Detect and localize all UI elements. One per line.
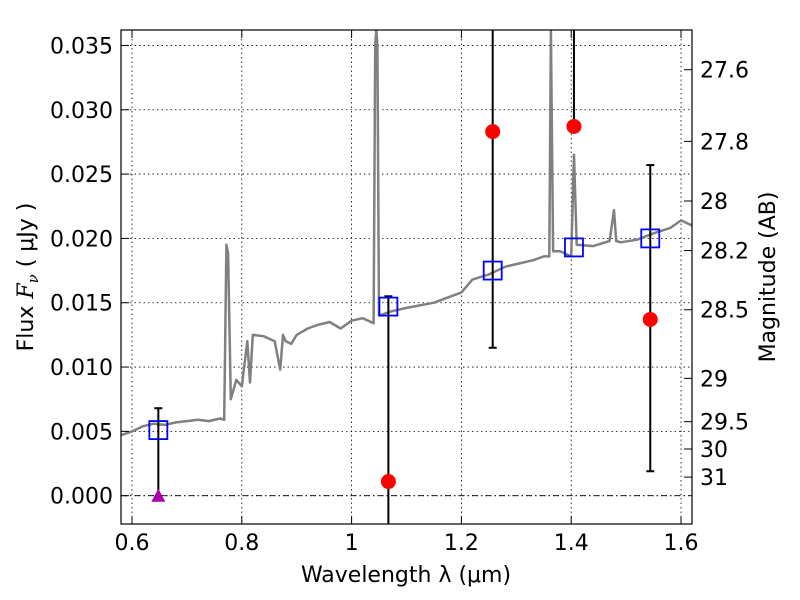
x-tick-label: 1.6 <box>664 531 699 556</box>
y-axis-title: Flux Fν ( μJy ) <box>14 203 42 352</box>
upper-limit-marker <box>151 488 166 502</box>
y-axis-title-prefix: Flux <box>14 299 39 352</box>
magnitude-tick-label: 29.5 <box>700 411 749 436</box>
y-tick-label: 0.000 <box>50 485 113 510</box>
magnitude-tick-label: 29 <box>700 367 728 392</box>
model-spectrum-line <box>121 30 692 437</box>
x-axis-title: Wavelength λ (μm) <box>301 563 511 588</box>
y-tick-label: 0.010 <box>50 356 113 381</box>
magnitude-tick-label: 28.5 <box>700 299 749 324</box>
model-photometry-marker <box>482 260 503 281</box>
observed-flux-point <box>380 474 396 490</box>
x-tick-label: 1.4 <box>554 531 589 556</box>
x-tick-label: 0.8 <box>224 531 259 556</box>
y-tick-label: 0.015 <box>50 292 113 317</box>
magnitude-tick-label: 28.2 <box>700 240 749 265</box>
magnitude-tick-label: 27.8 <box>700 130 749 155</box>
tick-layer: 0.6 0.8 1 1.2 1.4 1.6 0.000 0.005 0.010 0.015 0.02… <box>50 30 749 556</box>
model-photometry-marker <box>378 296 399 317</box>
y-tick-label: 0.005 <box>50 420 113 445</box>
plot-frame <box>120 29 693 525</box>
x-tick-label: 1.2 <box>444 531 479 556</box>
model-photometry-marker <box>640 228 661 249</box>
y-axis-title-subscript: ν <box>24 274 42 283</box>
x-tick-label: 0.6 <box>114 531 149 556</box>
right-axis-title: Magnitude (AB) <box>756 192 781 363</box>
y-tick-label: 0.025 <box>50 163 113 188</box>
x-tick-label: 1 <box>345 531 359 556</box>
observed-flux-point <box>566 118 582 134</box>
y-axis-title-symbol: F <box>14 283 39 300</box>
plot-background <box>121 30 692 524</box>
y-tick-label: 0.020 <box>50 227 113 252</box>
model-photometry-marker <box>148 420 169 440</box>
marker-layer <box>148 118 661 502</box>
magnitude-tick-label: 27.6 <box>700 59 749 84</box>
observed-flux-point <box>485 124 501 140</box>
model-photometry-marker <box>564 237 584 258</box>
y-axis-title-suffix: ( μJy ) <box>14 203 39 275</box>
y-tick-label: 0.035 <box>50 34 113 59</box>
y-tick-label: 0.030 <box>50 99 113 124</box>
magnitude-tick-label: 31 <box>700 466 728 491</box>
magnitude-tick-label: 30 <box>700 438 728 463</box>
observed-flux-point <box>642 311 658 327</box>
magnitude-tick-label: 28 <box>700 190 728 215</box>
